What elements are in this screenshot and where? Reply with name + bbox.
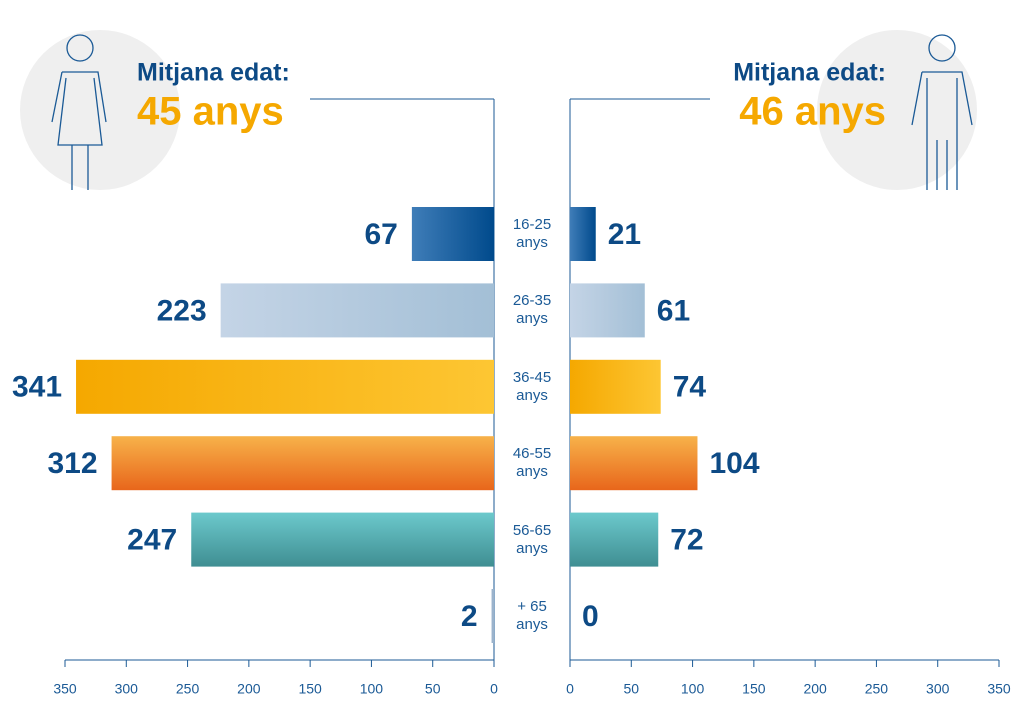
annotation-value: 45 anys bbox=[137, 90, 284, 134]
x-tick-label: 200 bbox=[237, 681, 261, 697]
x-tick-label: 150 bbox=[742, 681, 766, 697]
x-tick-label: 150 bbox=[298, 681, 322, 697]
x-tick-label: 50 bbox=[623, 681, 639, 697]
x-tick-label: 250 bbox=[176, 681, 200, 697]
category-label: 56-65 anys bbox=[512, 521, 552, 557]
value-label: 312 bbox=[48, 447, 98, 480]
category-label: 26-35 anys bbox=[512, 292, 552, 328]
bar bbox=[411, 207, 494, 261]
man-icon bbox=[911, 34, 973, 190]
bar bbox=[570, 359, 661, 414]
category-label: 36-45 anys bbox=[512, 368, 552, 404]
woman-icon bbox=[51, 34, 107, 190]
x-tick-label: 250 bbox=[865, 681, 889, 697]
value-label: 21 bbox=[608, 218, 641, 251]
bar bbox=[570, 512, 659, 567]
annotation-label: Mitjana edat: bbox=[733, 59, 886, 87]
category-label: + 65 anys bbox=[516, 598, 548, 633]
x-tick-label: 50 bbox=[425, 681, 441, 697]
category-label: 46-55 anys bbox=[512, 445, 552, 481]
annotation-label: Mitjana edat: bbox=[137, 59, 290, 87]
bar bbox=[570, 436, 698, 491]
value-label: 341 bbox=[12, 371, 62, 404]
bar bbox=[220, 283, 494, 338]
value-label: 0 bbox=[582, 600, 599, 633]
value-label: 67 bbox=[365, 218, 398, 251]
x-tick-label: 200 bbox=[803, 681, 827, 697]
bar bbox=[191, 512, 494, 567]
x-tick-label: 350 bbox=[53, 681, 77, 697]
bar bbox=[491, 589, 494, 643]
bar bbox=[111, 436, 494, 491]
x-tick-label: 0 bbox=[490, 681, 498, 697]
value-label: 223 bbox=[157, 294, 207, 327]
value-label: 72 bbox=[670, 524, 703, 557]
bar bbox=[570, 207, 596, 261]
value-label: 74 bbox=[673, 371, 707, 404]
x-tick-label: 0 bbox=[566, 681, 574, 697]
x-tick-label: 350 bbox=[987, 681, 1011, 697]
category-label: 16-25 anys bbox=[512, 216, 552, 251]
annotation-value: 46 anys bbox=[739, 90, 886, 134]
x-tick-label: 100 bbox=[360, 681, 384, 697]
x-tick-label: 300 bbox=[115, 681, 139, 697]
bar bbox=[76, 359, 494, 414]
value-label: 247 bbox=[127, 524, 177, 557]
value-label: 61 bbox=[657, 294, 690, 327]
x-tick-label: 100 bbox=[681, 681, 705, 697]
value-label: 2 bbox=[461, 600, 478, 633]
value-label: 104 bbox=[709, 447, 759, 480]
x-tick-label: 300 bbox=[926, 681, 950, 697]
icon-bg bbox=[20, 30, 180, 190]
bar bbox=[570, 283, 645, 338]
